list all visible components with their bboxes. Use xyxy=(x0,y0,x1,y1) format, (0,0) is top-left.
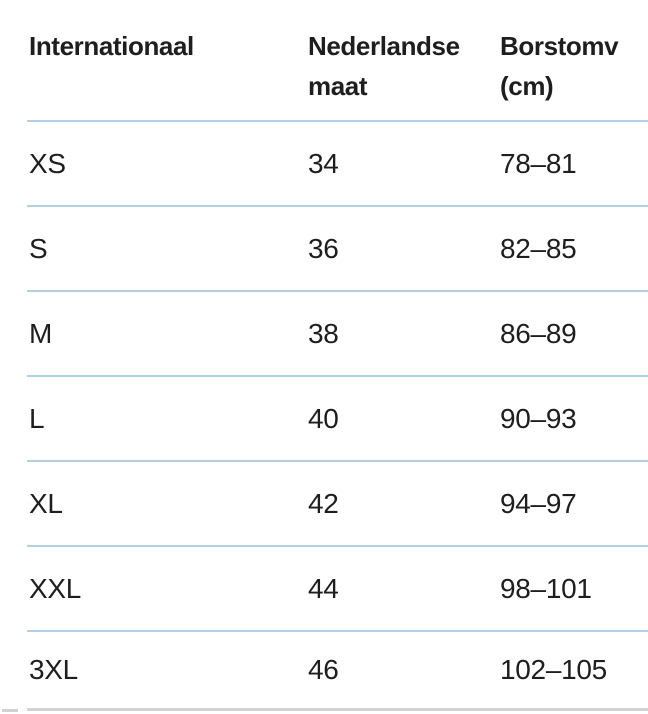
size-chart-table: Internationaal Nederlandse maat Borstomv… xyxy=(27,0,648,711)
cell-dutch-size: 46 xyxy=(308,654,339,685)
table-row-3xl: 3XL 46 102–105 xyxy=(27,632,648,711)
cell-chest-range: 98–101 xyxy=(500,572,592,604)
cell-chest-range: 82–85 xyxy=(500,232,577,264)
table-header-row: Internationaal Nederlandse maat Borstomv… xyxy=(27,0,648,122)
cell-chest-range: 86–89 xyxy=(500,317,577,349)
header-dutch-size: Nederlandse maat xyxy=(308,26,460,106)
table-row-xxl: XXL 44 98–101 xyxy=(27,547,648,632)
header-dutch-size-line1: Nederlandse xyxy=(308,31,460,61)
header-chest-cm: Borstomv (cm) xyxy=(500,26,619,106)
header-international: Internationaal xyxy=(29,26,194,66)
cell-chest-range: 78–81 xyxy=(500,147,577,179)
header-chest-cm-line2: (cm) xyxy=(500,71,554,101)
table-row-s: S 36 82–85 xyxy=(27,207,648,292)
cell-international-size: 3XL xyxy=(29,654,78,685)
cell-international-size: XL xyxy=(29,487,63,519)
bottom-border-stub xyxy=(2,709,18,712)
cell-dutch-size: 38 xyxy=(308,317,339,349)
cell-international-size: XS xyxy=(29,147,66,179)
header-chest-cm-line1: Borstomv xyxy=(500,31,619,61)
cell-chest-range: 94–97 xyxy=(500,487,577,519)
cell-international-size: L xyxy=(29,402,45,434)
cell-chest-range: 102–105 xyxy=(500,654,607,685)
header-international-line1: Internationaal xyxy=(29,31,194,61)
cell-dutch-size: 42 xyxy=(308,487,339,519)
table-row-m: M 38 86–89 xyxy=(27,292,648,377)
cell-chest-range: 90–93 xyxy=(500,402,577,434)
table-row-l: L 40 90–93 xyxy=(27,377,648,462)
cell-dutch-size: 34 xyxy=(308,147,339,179)
cell-international-size: S xyxy=(29,232,48,264)
table-row-xs: XS 34 78–81 xyxy=(27,122,648,207)
cell-dutch-size: 40 xyxy=(308,402,339,434)
header-dutch-size-line2: maat xyxy=(308,71,368,101)
cell-international-size: M xyxy=(29,317,53,349)
table-row-xl: XL 42 94–97 xyxy=(27,462,648,547)
cell-dutch-size: 36 xyxy=(308,232,339,264)
cell-dutch-size: 44 xyxy=(308,572,339,604)
cell-international-size: XXL xyxy=(29,572,82,604)
